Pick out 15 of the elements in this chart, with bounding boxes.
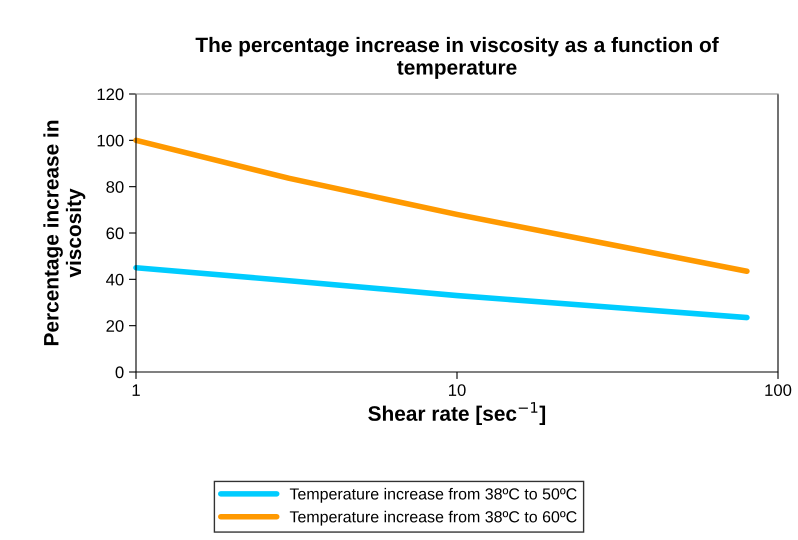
y-tick-label: 0 <box>116 366 124 378</box>
x-tick-label: 10 <box>449 384 466 396</box>
y-tick-label: 20 <box>106 320 124 332</box>
y-tick-label: 100 <box>98 134 124 147</box>
y-tick-label: 40 <box>106 274 124 286</box>
x-tick-label: 100 <box>765 384 792 396</box>
y-tick-label: 60 <box>106 227 124 240</box>
y-axis-title: Percentage increase in viscosity <box>43 120 86 346</box>
chart-title: The percentage increase in viscosity as a function of temperature <box>196 36 719 79</box>
y-tick-label: 80 <box>106 181 124 193</box>
x-axis-title: Shear rate [sec$^{−1}$] <box>368 402 546 426</box>
legend-label: Temperature increase from 38ºC to 50ºC <box>290 488 577 503</box>
x-tick-label: 1 <box>132 384 140 396</box>
legend-label: Temperature increase from 38ºC to 60ºC <box>290 510 577 526</box>
y-tick-label: 120 <box>98 88 124 100</box>
